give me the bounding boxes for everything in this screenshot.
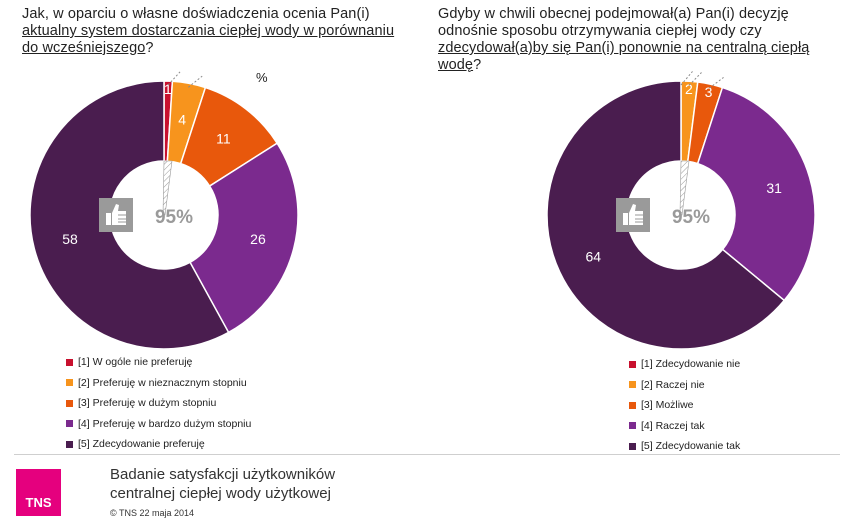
chart-1-value-label-3: 11 bbox=[216, 130, 231, 146]
legend-swatch bbox=[629, 381, 636, 389]
chart-1-value-label-5: 58 bbox=[62, 231, 78, 247]
legend-label: [2] Preferuję w nieznacznym stopniu bbox=[78, 376, 247, 389]
chart-2-question-underlined: zdecydował(a)by się Pan(i) ponownie na c… bbox=[438, 40, 810, 73]
chart-2-legend-item-4: [4] Raczej tak bbox=[629, 416, 740, 437]
legend-swatch bbox=[629, 401, 636, 409]
chart-1-value-label-4: 26 bbox=[250, 231, 266, 247]
legend-label: [5] Zdecydowanie tak bbox=[641, 440, 741, 453]
chart-2-question-end: ? bbox=[473, 57, 482, 73]
chart-2-donut: 2 3 31 64 95% bbox=[546, 71, 816, 350]
chart-2-leader-2 bbox=[688, 72, 702, 86]
chart-2-value-label-2: 2 bbox=[685, 81, 693, 97]
chart-1-question: Jak, w oparciu o własne doświadczenia oc… bbox=[22, 6, 402, 57]
chart-1-center-label: 95% bbox=[155, 207, 193, 228]
legend-label: [1] W ogóle nie preferuję bbox=[78, 356, 193, 369]
chart-2-legend-item-3: [3] Możliwe bbox=[629, 395, 740, 416]
unit-label: % bbox=[256, 70, 268, 85]
legend-swatch bbox=[629, 360, 636, 368]
chart-2-question-text: Gdyby w chwili obecnej podejmował(a) Pan… bbox=[438, 6, 789, 39]
legend-swatch bbox=[629, 442, 636, 450]
chart-1-donut: 14 11 26 58 95% bbox=[29, 71, 299, 350]
chart-1-question-end: ? bbox=[145, 40, 154, 56]
chart-1-question-text: Jak, w oparciu o własne doświadczenia oc… bbox=[22, 6, 370, 22]
legend-swatch bbox=[66, 358, 73, 366]
chart-2-leader-3 bbox=[709, 77, 724, 89]
chart-2-value-label-4: 31 bbox=[766, 180, 782, 196]
chart-1-value-label-1: 1 bbox=[164, 81, 172, 97]
chart-1-legend-item-3: [3] Preferuję w dużym stopniu bbox=[66, 393, 251, 414]
footer-title-line-2: centralnej ciepłej wody użytkowej bbox=[110, 485, 331, 502]
legend-label: [5] Zdecydowanie preferuję bbox=[78, 438, 205, 451]
tns-logo: TNS bbox=[16, 469, 61, 516]
chart-2-leader-1 bbox=[680, 71, 693, 86]
chart-1-question-underlined: aktualny system dostarczania ciepłej wod… bbox=[22, 23, 395, 56]
chart-1-legend-item-1: [1] W ogóle nie preferuję bbox=[66, 352, 251, 373]
footer-copyright: © TNS 22 maja 2014 bbox=[110, 508, 195, 518]
chart-2-thumbs-up-glyph bbox=[623, 204, 643, 225]
legend-swatch bbox=[66, 440, 73, 448]
chart-1-hatched-marker bbox=[162, 160, 173, 216]
legend-label: [4] Raczej tak bbox=[641, 419, 705, 432]
legend-swatch bbox=[66, 379, 73, 387]
chart-2-hatched-marker bbox=[679, 160, 690, 216]
chart-1-thumbs-up-glyph bbox=[106, 204, 126, 225]
legend-label: [3] Preferuję w dużym stopniu bbox=[78, 397, 217, 410]
chart-2-value-label-5: 64 bbox=[585, 248, 601, 264]
footer-title: Badanie satysfakcji użytkowników centraln… bbox=[110, 465, 335, 503]
chart-2-value-label-3: 3 bbox=[705, 84, 713, 100]
chart-1-value-label-2: 4 bbox=[178, 112, 186, 128]
legend-swatch bbox=[66, 420, 73, 428]
chart-1-legend-item-4: [4] Preferuję w bardzo dużym stopniu bbox=[66, 414, 251, 435]
footer-divider bbox=[14, 454, 840, 455]
footer-title-line-1: Badanie satysfakcji użytkowników bbox=[110, 466, 336, 483]
chart-2-legend: [1] Zdecydowanie nie [2] Raczej nie [3] Mo… bbox=[629, 354, 740, 457]
legend-swatch bbox=[66, 399, 73, 407]
legend-label: [4] Preferuję w bardzo dużym stopniu bbox=[78, 417, 252, 430]
chart-1-leader-1 bbox=[167, 71, 181, 86]
legend-label: [3] Możliwe bbox=[641, 399, 694, 412]
legend-label: [2] Raczej nie bbox=[641, 378, 705, 391]
legend-swatch bbox=[629, 422, 636, 430]
chart-2-legend-item-1: [1] Zdecydowanie nie bbox=[629, 354, 740, 375]
legend-label: [1] Zdecydowanie nie bbox=[641, 358, 741, 371]
chart-1-leader-2 bbox=[188, 75, 203, 88]
chart-2-legend-item-5: [5] Zdecydowanie tak bbox=[629, 436, 740, 457]
chart-2-legend-item-2: [2] Raczej nie bbox=[629, 375, 740, 396]
chart-2-center-label: 95% bbox=[672, 207, 710, 228]
chart-1-legend-item-5: [5] Zdecydowanie preferuję bbox=[66, 434, 251, 455]
chart-1-legend-item-2: [2] Preferuję w nieznacznym stopniu bbox=[66, 373, 251, 394]
chart-2-question: Gdyby w chwili obecnej podejmował(a) Pan… bbox=[438, 6, 848, 74]
chart-1-legend: [1] W ogóle nie preferuję [2] Preferuję w… bbox=[66, 352, 251, 455]
